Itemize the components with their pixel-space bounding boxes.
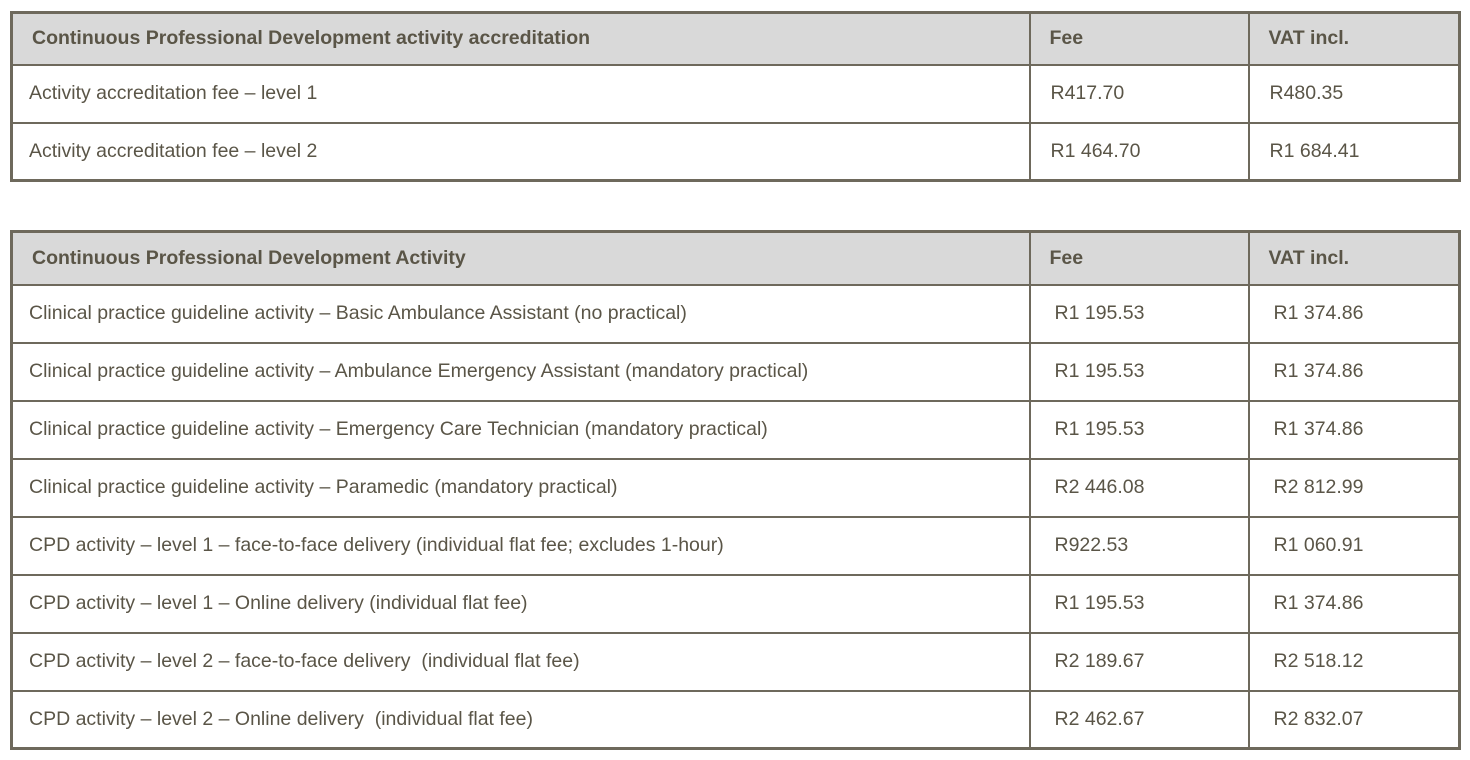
table-row: Clinical practice guideline activity – A… xyxy=(10,341,1461,402)
vat-column-header: VAT incl. xyxy=(1247,11,1461,66)
table-header-row: Continuous Professional Development acti… xyxy=(10,11,1461,66)
fee-cell: R1 195.53 xyxy=(1028,399,1250,460)
fee-cell: R1 464.70 xyxy=(1028,121,1250,182)
fee-cell: R1 195.53 xyxy=(1028,573,1250,634)
vat-cell: R1 374.86 xyxy=(1247,573,1461,634)
vat-cell: R2 832.07 xyxy=(1247,689,1461,750)
fee-cell: R1 195.53 xyxy=(1028,283,1250,344)
activity-cell: Clinical practice guideline activity – B… xyxy=(10,283,1031,344)
vat-cell: R480.35 xyxy=(1247,63,1461,124)
table-row: Clinical practice guideline activity – E… xyxy=(10,399,1461,460)
table-row: CPD activity – level 1 – Online delivery… xyxy=(10,573,1461,634)
fee-column-header: Fee xyxy=(1028,230,1250,286)
fee-cell: R2 189.67 xyxy=(1028,631,1250,692)
fee-cell: R417.70 xyxy=(1028,63,1250,124)
vat-cell: R2 812.99 xyxy=(1247,457,1461,518)
vat-cell: R1 374.86 xyxy=(1247,341,1461,402)
fee-cell: R2 462.67 xyxy=(1028,689,1250,750)
activity-cell: CPD activity – level 2 – Online delivery… xyxy=(10,689,1031,750)
vat-cell: R1 374.86 xyxy=(1247,399,1461,460)
activity-cell: Clinical practice guideline activity – P… xyxy=(10,457,1031,518)
activity-cell: Clinical practice guideline activity – A… xyxy=(10,341,1031,402)
cpd-accreditation-fees-table: Continuous Professional Development acti… xyxy=(10,11,1461,182)
activity-cell: CPD activity – level 1 – face-to-face de… xyxy=(10,515,1031,576)
activity-cell: CPD activity – level 2 – face-to-face de… xyxy=(10,631,1031,692)
fee-cell: R922.53 xyxy=(1028,515,1250,576)
vat-cell: R1 374.86 xyxy=(1247,283,1461,344)
table-header-row: Continuous Professional Development Acti… xyxy=(10,230,1461,286)
table-row: CPD activity – level 1 – face-to-face de… xyxy=(10,515,1461,576)
cpd-activity-fees-table: Continuous Professional Development Acti… xyxy=(10,230,1461,750)
fee-column-header: Fee xyxy=(1028,11,1250,66)
table1-title: Continuous Professional Development acti… xyxy=(10,11,1031,66)
activity-cell: Activity accreditation fee – level 2 xyxy=(10,121,1031,182)
table2-title: Continuous Professional Development Acti… xyxy=(10,230,1031,286)
vat-cell: R1 684.41 xyxy=(1247,121,1461,182)
fee-cell: R1 195.53 xyxy=(1028,341,1250,402)
vat-cell: R1 060.91 xyxy=(1247,515,1461,576)
vat-column-header: VAT incl. xyxy=(1247,230,1461,286)
table-row: Clinical practice guideline activity – B… xyxy=(10,283,1461,344)
table-row: CPD activity – level 2 – Online delivery… xyxy=(10,689,1461,750)
table-row: Activity accreditation fee – level 1 R41… xyxy=(10,63,1461,124)
table-row: Clinical practice guideline activity – P… xyxy=(10,457,1461,518)
vat-cell: R2 518.12 xyxy=(1247,631,1461,692)
table-row: CPD activity – level 2 – face-to-face de… xyxy=(10,631,1461,692)
activity-cell: CPD activity – level 1 – Online delivery… xyxy=(10,573,1031,634)
activity-cell: Clinical practice guideline activity – E… xyxy=(10,399,1031,460)
fee-cell: R2 446.08 xyxy=(1028,457,1250,518)
table-row: Activity accreditation fee – level 2 R1 … xyxy=(10,121,1461,182)
activity-cell: Activity accreditation fee – level 1 xyxy=(10,63,1031,124)
